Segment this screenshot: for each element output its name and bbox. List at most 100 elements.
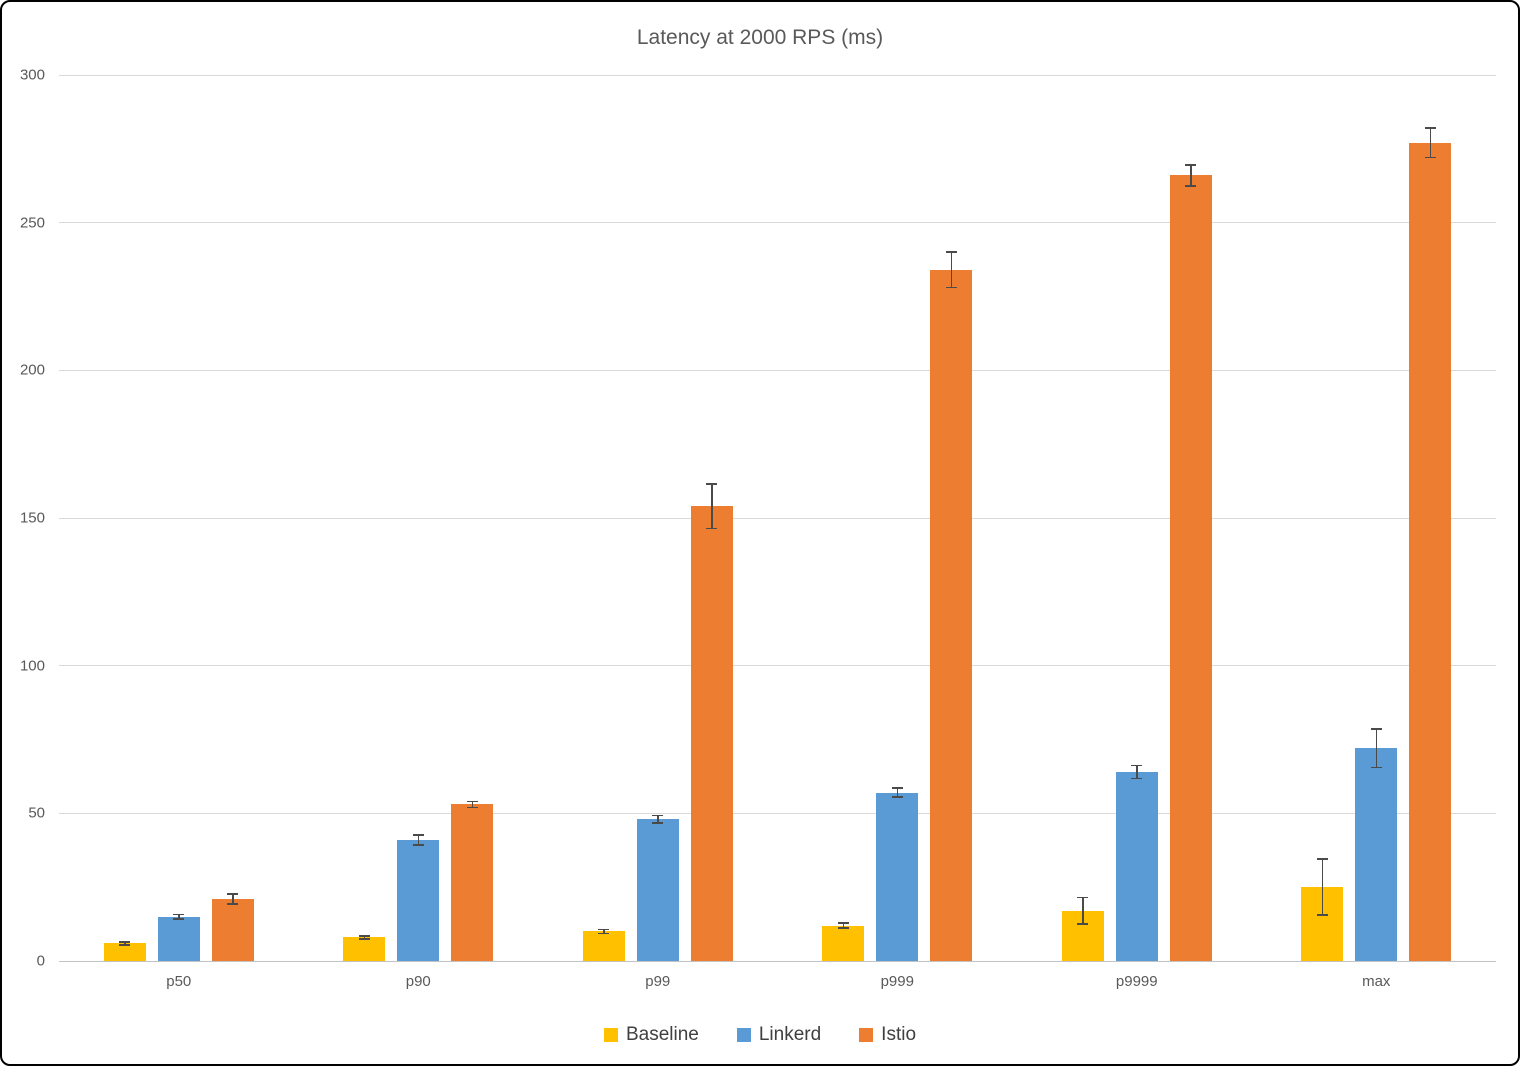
error-cap-top-istio-p90 [466, 800, 478, 803]
bar-istio-p99 [690, 506, 733, 961]
x-axis-label-max: max [1362, 973, 1391, 990]
legend-label-baseline: Baseline [625, 1024, 699, 1045]
error-bar-linkerd-p90 [417, 834, 419, 845]
y-tick-label-50: 50 [28, 804, 45, 822]
error-bar-linkerd-p99 [657, 815, 659, 823]
bar-linkerd-p90 [397, 839, 440, 961]
legend-swatch-istio [859, 1028, 874, 1042]
gridline-200 [59, 369, 1496, 371]
error-cap-bottom-baseline-p9999 [1077, 923, 1089, 925]
bar-baseline-p99 [582, 931, 625, 961]
error-cap-top-istio-p999 [945, 251, 957, 253]
gridline-0 [59, 960, 1496, 962]
bar-baseline-p50 [103, 943, 146, 961]
y-tick-label-0: 0 [36, 952, 45, 970]
error-cap-bottom-istio-max [1424, 156, 1436, 159]
error-cap-bottom-istio-p999 [945, 286, 957, 289]
error-bar-linkerd-p999 [896, 788, 898, 798]
gridline-300 [59, 74, 1496, 76]
error-cap-top-baseline-p9999 [1077, 896, 1089, 899]
error-cap-bottom-baseline-p99 [598, 932, 610, 935]
error-cap-top-linkerd-p99 [652, 814, 664, 817]
y-tick-label-150: 150 [19, 509, 45, 527]
error-bar-baseline-p90 [363, 935, 365, 939]
y-tick-label-300: 300 [19, 66, 45, 84]
gridline-250 [59, 222, 1496, 224]
y-tick-label-250: 250 [19, 214, 45, 232]
x-axis-label-p50: p50 [166, 973, 192, 990]
error-bar-linkerd-max [1375, 729, 1377, 768]
error-cap-bottom-baseline-p50 [119, 944, 131, 946]
legend-swatch-linkerd [736, 1028, 751, 1042]
bar-linkerd-p99 [636, 819, 679, 961]
legend-label-linkerd: Linkerd [758, 1024, 822, 1045]
bar-linkerd-p9999 [1115, 772, 1158, 961]
error-cap-top-linkerd-p999 [891, 787, 903, 789]
error-bar-istio-p9999 [1190, 165, 1192, 186]
error-cap-bottom-linkerd-max [1370, 766, 1382, 769]
legend: Baseline Linkerd Istio [2, 1024, 1518, 1046]
y-tick-label-100: 100 [19, 657, 45, 675]
bar-istio-p9999 [1169, 175, 1212, 961]
bar-baseline-p90 [343, 937, 386, 961]
error-cap-bottom-baseline-p999 [837, 927, 849, 929]
error-cap-top-istio-p9999 [1185, 164, 1197, 166]
error-bar-istio-p999 [950, 252, 952, 288]
error-cap-bottom-baseline-max [1316, 914, 1328, 916]
gridline-50 [59, 812, 1496, 814]
bar-istio-p90 [451, 804, 494, 961]
x-axis-label-p9999: p9999 [1115, 973, 1158, 990]
error-bar-baseline-p9999 [1082, 897, 1084, 925]
error-cap-top-baseline-p999 [837, 922, 849, 924]
bar-linkerd-p999 [876, 792, 919, 961]
error-cap-top-linkerd-max [1370, 728, 1382, 730]
error-cap-bottom-linkerd-p9999 [1131, 777, 1143, 780]
error-bar-linkerd-p9999 [1136, 765, 1138, 779]
error-cap-top-baseline-p50 [119, 941, 131, 943]
bar-baseline-p999 [822, 925, 865, 961]
error-bar-linkerd-p50 [178, 914, 180, 920]
error-cap-bottom-istio-p99 [706, 527, 718, 530]
gridline-100 [59, 665, 1496, 667]
error-bar-baseline-max [1321, 859, 1323, 916]
error-cap-bottom-linkerd-p90 [412, 844, 424, 846]
legend-item-istio: Istio [859, 1024, 916, 1046]
bar-istio-p50 [211, 898, 254, 961]
y-tick-label-200: 200 [19, 361, 45, 379]
error-cap-top-baseline-p99 [598, 928, 610, 931]
chart-title: Latency at 2000 RPS (ms) [636, 26, 884, 49]
error-cap-top-istio-max [1424, 127, 1436, 129]
error-cap-top-istio-p50 [227, 893, 239, 895]
error-cap-top-linkerd-p90 [412, 834, 424, 836]
bar-istio-max [1409, 142, 1452, 961]
error-cap-top-linkerd-p9999 [1131, 764, 1143, 767]
x-axis-label-p999: p999 [880, 973, 914, 990]
legend-swatch-baseline [603, 1028, 618, 1042]
bar-istio-p999 [930, 269, 973, 961]
error-cap-bottom-linkerd-p999 [891, 796, 903, 798]
error-bar-baseline-p999 [842, 923, 844, 928]
error-bar-istio-p90 [471, 801, 473, 808]
error-cap-bottom-istio-p90 [466, 806, 478, 809]
error-cap-top-istio-p99 [706, 483, 718, 485]
error-cap-bottom-linkerd-p50 [173, 918, 185, 920]
error-cap-bottom-baseline-p90 [358, 938, 370, 940]
error-cap-top-linkerd-p50 [173, 913, 185, 916]
error-cap-bottom-linkerd-p99 [652, 822, 664, 824]
bar-linkerd-p50 [157, 916, 200, 961]
x-axis-label-p99: p99 [645, 973, 671, 990]
plot-area: 0 50 100 150 200 250 300 p50 p90 p99 p999 p9999 max [20, 67, 1496, 990]
error-bar-istio-p99 [711, 484, 713, 529]
error-bar-istio-p50 [232, 893, 234, 904]
error-bar-baseline-p50 [124, 941, 126, 945]
error-cap-bottom-istio-p9999 [1185, 185, 1197, 187]
error-bar-istio-max [1429, 128, 1431, 158]
legend-item-baseline: Baseline [603, 1024, 699, 1046]
legend-label-istio: Istio [881, 1024, 917, 1045]
bar-linkerd-max [1355, 748, 1398, 961]
gridline-150 [59, 517, 1496, 519]
error-bar-baseline-p99 [603, 929, 605, 934]
legend-item-linkerd: Linkerd [736, 1024, 822, 1046]
error-cap-top-baseline-p90 [358, 935, 370, 937]
